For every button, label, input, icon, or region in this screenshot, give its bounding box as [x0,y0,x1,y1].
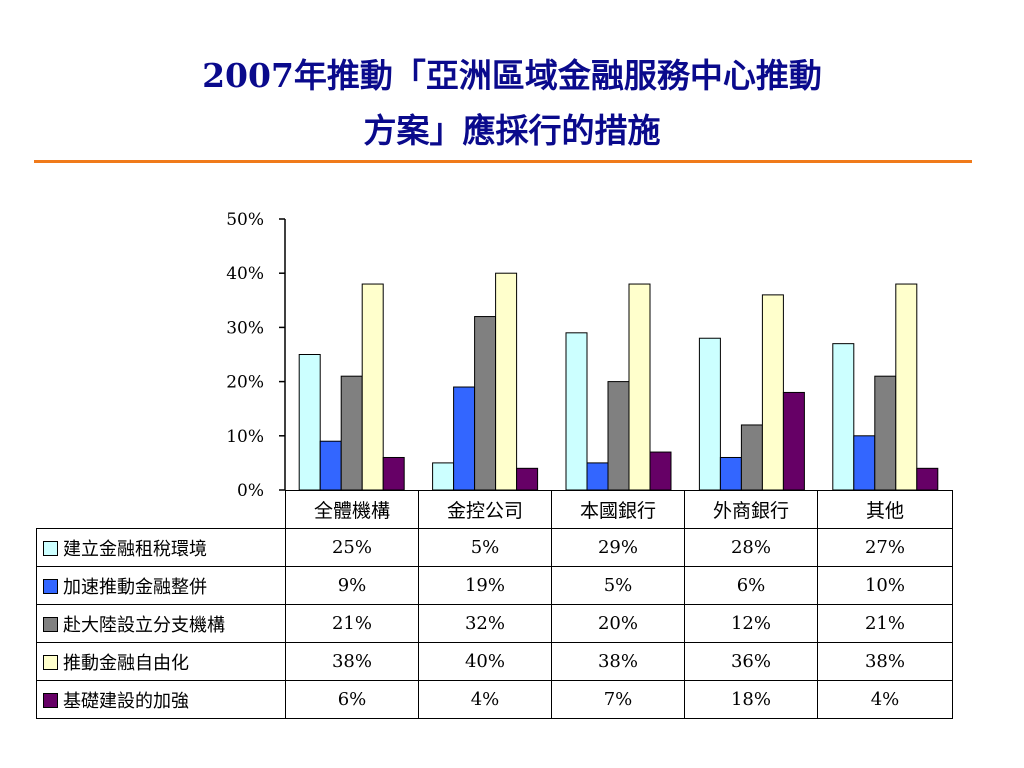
bar-2-1 [319,440,342,491]
data-label: 9% [285,566,419,605]
title-divider [34,160,972,163]
y-tick-label: 10% [226,427,264,447]
data-label: 38% [285,642,419,681]
bar-1-2 [432,462,455,491]
bar-5-1 [382,456,405,491]
data-label: 6% [285,680,419,719]
data-label: 7% [551,680,685,719]
bar-3-1 [340,375,363,491]
legend-swatch [43,540,58,556]
data-label: 5% [551,566,685,605]
table-row: 基礎建設的加強 6% 4% 7% 18% 4% [36,680,953,719]
data-label: 6% [684,566,818,605]
bar-4-3 [628,283,651,491]
data-label: 38% [817,642,953,681]
bar-3-3 [607,381,630,491]
x-category-label: 金控公司 [418,490,552,529]
bar-2-5 [853,435,876,491]
bar-3-2 [474,316,497,491]
bar-1-3 [565,332,588,491]
data-table: 全體機構 金控公司 本國銀行 外商銀行 其他 建立金融租稅環境 25% 5% 29% 28% 27%… [36,490,953,719]
bar-1-4 [698,337,721,491]
legend-label: 赴大陸設立分支機構 [63,614,225,636]
bar-3-5 [874,375,897,491]
bar-4-1 [361,283,384,491]
bar-1-5 [832,343,855,491]
data-label: 19% [418,566,552,605]
data-label: 38% [551,642,685,681]
bar-2-2 [453,386,476,491]
y-tick-label: 50% [226,210,264,230]
bar-2-3 [586,462,609,491]
legend-swatch [43,654,58,670]
bar-4-4 [761,294,784,491]
bar-5-3 [649,451,672,491]
legend-entry: 赴大陸設立分支機構 [36,604,286,643]
data-label: 36% [684,642,818,681]
x-category-label: 本國銀行 [551,490,685,529]
page-title: 2007年推動「亞洲區域金融服務中心推動 方案」應採行的措施 [0,48,1024,158]
legend-entry: 推動金融自由化 [36,642,286,681]
data-label: 25% [285,528,419,567]
y-tick-label: 30% [226,318,264,338]
bar-5-4 [782,391,805,491]
table-row: 赴大陸設立分支機構 21% 32% 20% 12% 21% [36,604,953,643]
legend-label: 加速推動金融整併 [63,576,207,598]
data-label: 40% [418,642,552,681]
legend-entry: 加速推動金融整併 [36,566,286,605]
legend-label: 推動金融自由化 [63,652,189,674]
data-label: 4% [418,680,552,719]
bar-5-5 [916,467,939,491]
data-label: 10% [817,566,953,605]
y-tick-label: 20% [226,373,264,393]
bar-2-4 [719,456,742,491]
legend-swatch [43,616,58,632]
table-row: 加速推動金融整併 9% 19% 5% 6% 10% [36,566,953,605]
title-line-2: 方案」應採行的措施 [363,111,661,150]
legend-swatch [43,578,58,594]
data-label: 29% [551,528,685,567]
data-label: 5% [418,528,552,567]
table-row: 推動金融自由化 38% 40% 38% 36% 38% [36,642,953,681]
legend-label: 建立金融租稅環境 [63,538,207,560]
x-category-label: 外商銀行 [684,490,818,529]
table-header-row: 全體機構 金控公司 本國銀行 外商銀行 其他 [36,490,953,529]
legend-swatch [43,692,58,708]
bar-5-2 [516,467,539,491]
data-label: 28% [684,528,818,567]
x-category-label: 全體機構 [285,490,419,529]
table-corner [36,490,286,529]
y-tick-label: 40% [226,264,264,284]
x-category-label: 其他 [817,490,953,529]
data-label: 32% [418,604,552,643]
data-label: 21% [817,604,953,643]
legend-entry: 建立金融租稅環境 [36,528,286,567]
data-label: 12% [684,604,818,643]
bar-4-5 [895,283,918,491]
bar-1-1 [298,354,321,491]
title-line-1: 2007年推動「亞洲區域金融服務中心推動 [202,56,822,95]
data-label: 20% [551,604,685,643]
legend-label: 基礎建設的加強 [63,690,189,712]
data-label: 21% [285,604,419,643]
table-row: 建立金融租稅環境 25% 5% 29% 28% 27% [36,528,953,567]
data-label: 18% [684,680,818,719]
bar-3-4 [740,424,763,491]
data-label: 4% [817,680,953,719]
legend-entry: 基礎建設的加強 [36,680,286,719]
bar-4-2 [495,272,518,491]
data-label: 27% [817,528,953,567]
